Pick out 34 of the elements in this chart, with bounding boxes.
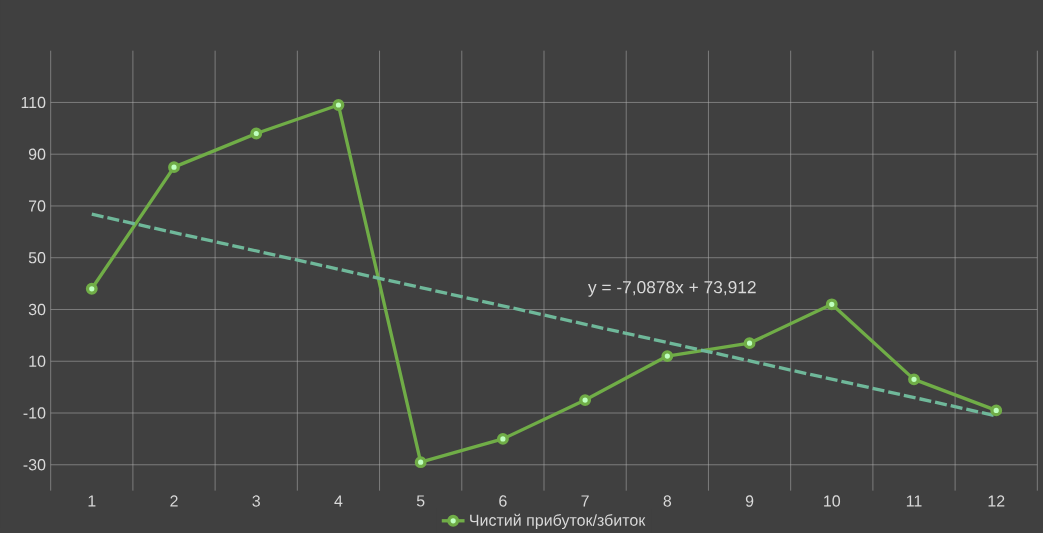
point bbox=[579, 394, 592, 406]
y-tick-label: 10 bbox=[29, 355, 46, 367]
point bbox=[908, 373, 920, 386]
point bbox=[825, 298, 838, 311]
point bbox=[332, 99, 345, 111]
annotation: y = -7,0878x + 73,912 bbox=[588, 281, 756, 297]
x-tick-label: 3 bbox=[252, 495, 260, 507]
y-tick-label: 70 bbox=[28, 200, 46, 212]
x-tick-label: 2 bbox=[170, 495, 178, 507]
x-tick-label: 5 bbox=[416, 495, 425, 507]
point bbox=[661, 350, 674, 362]
y-tick-label: 50 bbox=[28, 252, 46, 264]
point bbox=[85, 282, 98, 295]
x-tick-label: 11 bbox=[906, 495, 922, 507]
x-tick-label: 12 bbox=[988, 495, 1005, 507]
x-tick-label: 7 bbox=[581, 495, 589, 507]
x-tick-label: 9 bbox=[745, 495, 754, 507]
x-tick-label: 4 bbox=[334, 495, 343, 507]
y-tick-label: 30 bbox=[28, 303, 46, 316]
x-tick-label: 1 bbox=[88, 495, 96, 507]
y-tick-label: -10 bbox=[23, 407, 46, 419]
point bbox=[496, 432, 509, 445]
point bbox=[743, 337, 756, 350]
point bbox=[414, 456, 427, 469]
x-tick-label: 8 bbox=[663, 495, 672, 507]
y-tick-label: 110 bbox=[21, 96, 46, 109]
point bbox=[990, 404, 1003, 417]
point bbox=[168, 161, 180, 174]
point bbox=[250, 127, 263, 140]
x-tick-label: 6 bbox=[499, 495, 507, 507]
x-tick-label: 10 bbox=[824, 495, 841, 507]
y-tick-label: -30 bbox=[23, 459, 46, 471]
y-tick-label: 90 bbox=[28, 148, 46, 160]
legend-label: Чистий прибуток/збиток bbox=[470, 513, 646, 530]
